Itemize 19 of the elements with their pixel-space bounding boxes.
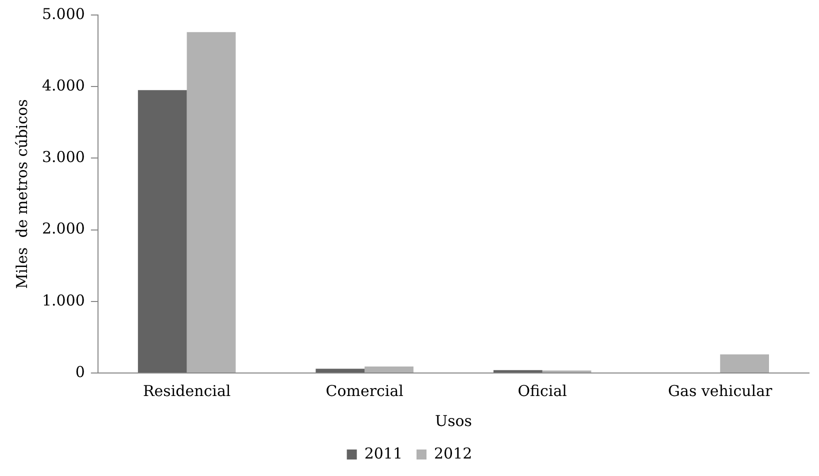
legend-label: 2012 <box>434 444 472 462</box>
x-axis-title: Usos <box>434 412 472 430</box>
y-tick-label: 2.000 <box>42 220 85 238</box>
y-axis-title: Miles de metros cúbicos <box>12 99 31 289</box>
y-tick-label: 3.000 <box>42 148 85 166</box>
bar <box>186 32 236 372</box>
x-tick-label: Comercial <box>326 382 404 400</box>
y-tick-label: 0 <box>75 362 85 381</box>
y-tick-label: 4.000 <box>42 76 85 94</box>
bar <box>138 90 187 372</box>
x-tick-label: Residencial <box>142 382 231 400</box>
bar <box>364 366 414 372</box>
x-tick-label: Gas vehicular <box>668 382 774 400</box>
x-tick-label: Oficial <box>518 382 568 400</box>
bar <box>720 354 770 372</box>
y-tick-label: 5.000 <box>42 4 85 23</box>
legend-label: 2011 <box>364 444 403 462</box>
bar <box>316 368 365 372</box>
y-tick-label: 1.000 <box>42 291 85 310</box>
